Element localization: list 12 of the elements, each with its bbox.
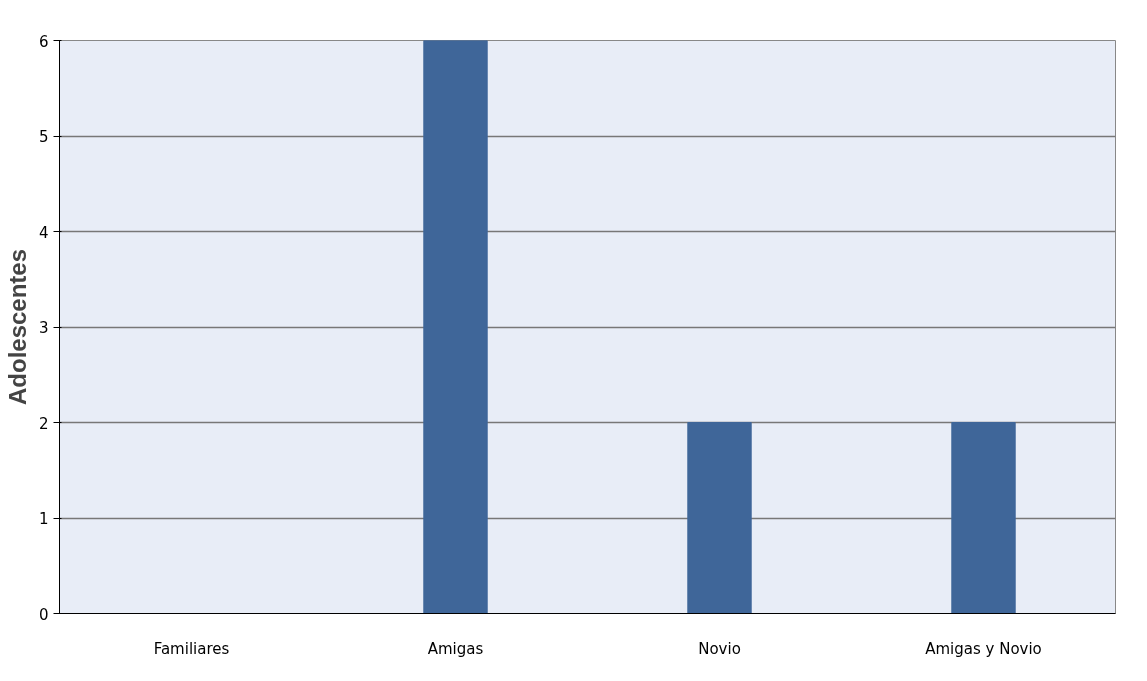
y-tick-label: 0 <box>38 605 49 624</box>
y-tick-label: 4 <box>38 223 49 242</box>
x-tick-label: Amigas <box>427 639 484 658</box>
x-tick-label: Novio <box>698 639 741 658</box>
y-tick-label: 6 <box>38 32 49 51</box>
y-tick-label: 3 <box>38 319 49 337</box>
y-tick-label: 1 <box>38 510 49 528</box>
x-tick-label: Amigas y Novio <box>925 639 1042 658</box>
y-axis-title: Adolescentes <box>3 248 31 406</box>
x-tick-label: Familiares <box>153 639 230 658</box>
y-tick-label: 2 <box>38 414 49 433</box>
y-tick-label: 5 <box>38 128 49 146</box>
